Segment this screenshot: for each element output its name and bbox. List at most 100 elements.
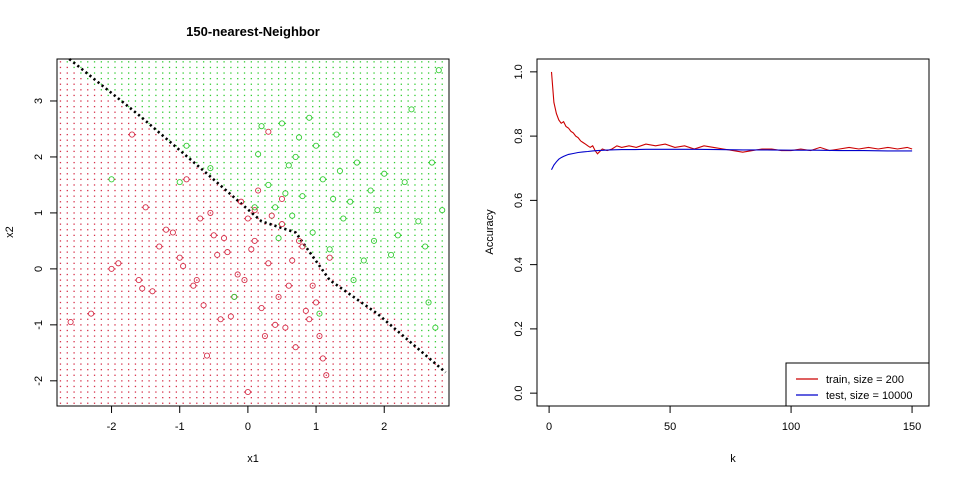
grid-dot [380,167,382,169]
grid-dot [434,161,437,164]
grid-dot [407,217,409,220]
grid-dot [243,374,246,376]
grid-dot [250,178,252,181]
grid-dot [148,341,150,343]
grid-dot [196,72,198,74]
red-point [207,209,214,216]
grid-dot [148,128,150,130]
grid-dot [387,285,389,287]
grid-dot [168,397,171,399]
grid-dot [168,374,171,376]
grid-dot [339,329,341,332]
grid-dot [305,178,307,181]
grid-dot [148,318,150,320]
grid-dot [387,273,389,276]
grid-dot [148,66,150,69]
grid-dot [387,206,389,209]
grid-dot [237,145,239,147]
grid-dot [59,94,62,97]
grid-dot [298,352,300,354]
grid-dot [427,268,430,270]
grid-dot [250,391,252,393]
grid-dot [237,234,239,236]
grid-dot [66,184,68,186]
grid-dot [305,402,307,404]
grid-dot [250,161,252,164]
grid-dot [305,346,307,348]
grid-dot [59,318,62,320]
grid-dot [66,111,68,113]
grid-dot [339,245,341,248]
grid-dot [223,245,225,248]
grid-dot [427,72,430,74]
grid-dot [339,285,341,287]
grid-dot [250,257,252,259]
grid-dot [134,189,137,192]
grid-dot [87,145,89,147]
grid-dot [427,307,430,309]
grid-dot [257,257,259,259]
grid-dot [318,201,321,203]
grid-dot [121,369,123,371]
grid-dot [291,156,293,158]
grid-dot [237,105,239,108]
grid-dot [134,279,137,281]
grid-dot [291,189,293,192]
grid-dot [175,313,178,315]
grid-dot [400,89,402,91]
grid-dot [352,245,355,248]
grid-dot [271,117,273,119]
grid-dot [427,178,430,181]
grid-dot [312,307,314,309]
grid-dot [59,195,62,197]
grid-dot [291,290,293,292]
grid-dot [421,262,423,264]
grid-dot [271,391,273,393]
grid-dot [332,324,334,326]
grid-dot [250,290,252,292]
grid-dot [312,100,314,102]
grid-dot [339,72,341,74]
grid-dot [209,161,212,164]
grid-dot [114,139,116,141]
grid-dot [434,105,437,108]
grid-dot [141,111,143,113]
grid-dot [250,363,252,365]
grid-dot [168,201,171,203]
grid-dot [168,111,171,113]
grid-dot [387,229,389,231]
grid-dot [318,128,321,130]
grid-dot [202,251,205,253]
grid-dot [196,217,198,220]
grid-dot [277,385,280,388]
grid-dot [66,117,68,119]
grid-dot [339,234,341,236]
grid-dot [257,240,259,242]
grid-dot [168,229,171,231]
grid-dot [332,234,334,236]
grid-dot [305,301,307,304]
grid-dot [223,357,225,360]
grid-dot [393,262,396,264]
grid-dot [421,229,423,231]
grid-dot [298,173,300,175]
grid-dot [264,329,266,332]
grid-dot [73,150,75,153]
grid-dot [257,385,259,388]
grid-dot [421,313,423,315]
grid-dot [107,391,109,393]
grid-dot [73,161,75,164]
grid-dot [339,346,341,348]
grid-dot [127,324,130,326]
grid-dot [107,195,109,197]
grid-dot [339,156,341,158]
grid-dot [162,374,164,376]
grid-dot [121,61,123,63]
grid-dot [100,89,103,91]
grid-dot [264,83,266,85]
grid-dot [325,178,327,181]
grid-dot [80,318,82,320]
grid-dot [400,77,402,80]
grid-dot [277,301,280,304]
